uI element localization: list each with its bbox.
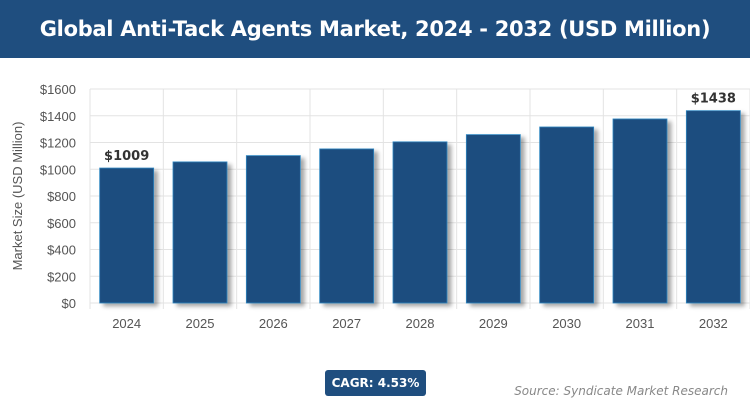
x-tick-label: 2030 (552, 316, 581, 331)
title-bar: Global Anti-Tack Agents Market, 2024 - 2… (0, 0, 750, 58)
y-tick-label: $1400 (40, 109, 76, 124)
chart-title: Global Anti-Tack Agents Market, 2024 - 2… (39, 17, 711, 41)
bar-2024 (99, 167, 155, 304)
x-tick-label: 2031 (626, 316, 655, 331)
bar-2030 (539, 126, 595, 304)
y-tick-label: $0 (62, 296, 76, 311)
y-tick-label: $1600 (40, 82, 76, 97)
y-tick-label: $800 (47, 189, 76, 204)
data-label: $1438 (691, 92, 736, 107)
y-tick-label: $600 (47, 216, 76, 231)
x-tick-label: 2024 (112, 316, 141, 331)
y-tick-label: $400 (47, 243, 76, 258)
x-tick-label: 2032 (699, 316, 728, 331)
y-tick-label: $200 (47, 269, 76, 284)
x-tick-label: 2028 (406, 316, 435, 331)
x-tick-label: 2026 (259, 316, 288, 331)
bar-2025 (172, 161, 228, 304)
y-tick-label: $1200 (40, 136, 76, 151)
bar-2026 (245, 155, 301, 304)
data-label: $1009 (104, 149, 149, 164)
y-tick-label: $1000 (40, 162, 76, 177)
source-note: Source: Syndicate Market Research (514, 384, 728, 398)
bar-2031 (612, 118, 668, 304)
bar-2028 (392, 141, 448, 304)
x-tick-label: 2029 (479, 316, 508, 331)
cagr-badge: CAGR: 4.53% (325, 370, 426, 396)
y-axis-label: Market Size (USD Million) (10, 122, 25, 271)
bar-2029 (465, 134, 521, 304)
bar-2032 (685, 110, 741, 304)
bar-2027 (319, 148, 375, 304)
x-tick-label: 2025 (186, 316, 215, 331)
x-tick-label: 2027 (332, 316, 361, 331)
